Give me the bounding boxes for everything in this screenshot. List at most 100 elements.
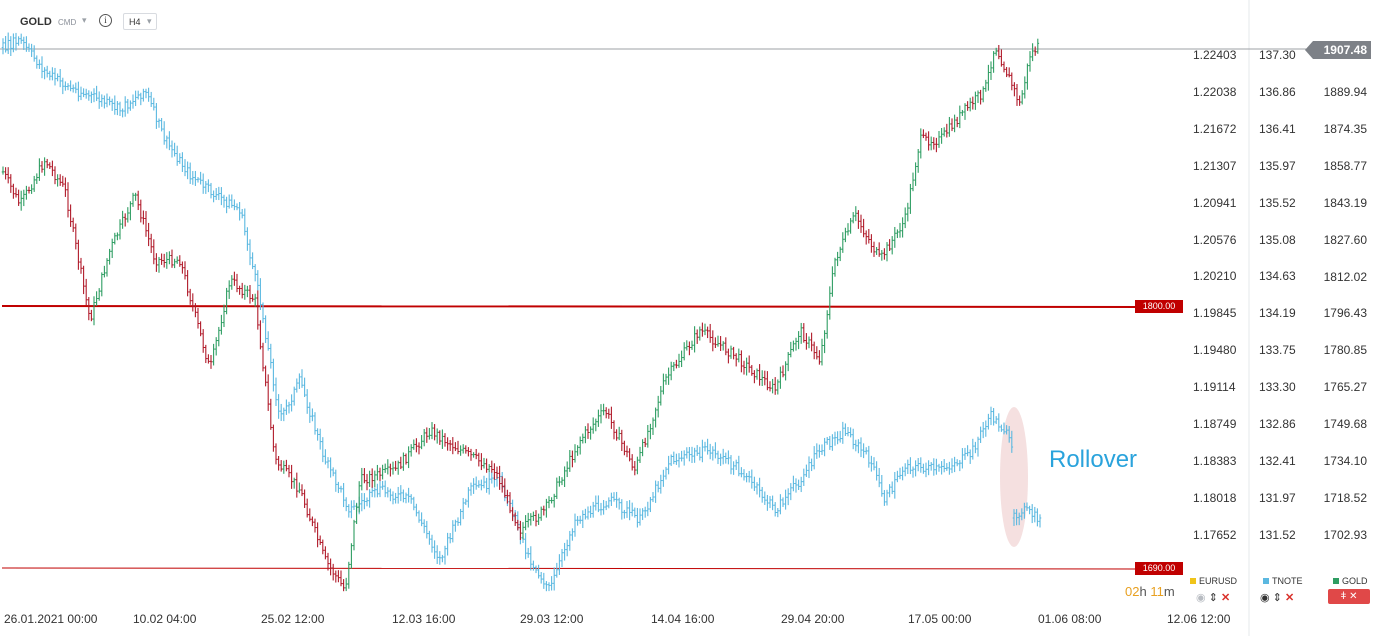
tnote-bar <box>849 427 852 438</box>
tnote-bar <box>539 571 543 584</box>
eurusd-tick-label: 1.20210 <box>1193 269 1237 284</box>
tnote-bar <box>784 489 787 510</box>
tnote-bar <box>77 81 80 102</box>
gold-candle <box>708 323 712 343</box>
eye-icon[interactable]: ◉ <box>1196 592 1206 604</box>
tnote-bar <box>365 497 369 507</box>
tnote-bar <box>1023 502 1026 519</box>
tnote-bar <box>638 508 642 526</box>
eye-icon[interactable]: ◉ <box>1260 592 1270 604</box>
eurusd-tick-label: 1.22403 <box>1193 48 1237 62</box>
gold-candle <box>961 109 964 116</box>
tnote-bar <box>698 446 702 461</box>
symbol-dropdown-icon[interactable]: ▾ <box>82 15 87 25</box>
gold-candle <box>199 321 202 337</box>
gold-candle <box>1010 72 1014 91</box>
tnote-bar <box>108 96 111 106</box>
reorder-icon[interactable]: ⇕ <box>1272 592 1282 604</box>
tnote-bar <box>415 503 418 517</box>
tnote-bar <box>430 534 434 553</box>
gold-tick-label: 1827.60 <box>1323 232 1367 247</box>
gold-candle <box>298 482 301 494</box>
tnote-bar <box>820 444 824 455</box>
info-icon[interactable]: i <box>99 14 112 27</box>
gold-candle <box>625 445 629 458</box>
tnote-bar <box>100 94 104 107</box>
gold-candle <box>888 239 891 251</box>
tnote-bar <box>277 394 280 419</box>
close-icon[interactable]: ✕ <box>1284 592 1295 604</box>
tnote-bar <box>823 437 826 457</box>
gold-candle <box>846 223 850 236</box>
close-icon[interactable]: ✕ <box>1220 592 1231 604</box>
tnote-bar <box>883 490 886 506</box>
tnote-bar <box>924 462 928 478</box>
eurusd-tick-label: 1.20576 <box>1193 232 1237 247</box>
legend-gold-controls[interactable]: ǂ ✕ <box>1328 589 1370 604</box>
reorder-icon[interactable]: ⇕ <box>1208 592 1218 604</box>
tnote-bar <box>745 473 748 483</box>
tnote-bar <box>602 500 605 515</box>
gold-candle <box>547 496 551 509</box>
gold-candle <box>407 446 410 469</box>
gold-candle <box>181 261 184 274</box>
close-icon[interactable]: ✕ <box>1349 591 1358 602</box>
tnote-bar <box>290 394 293 412</box>
gold-candle <box>246 285 249 298</box>
gold-candle <box>61 175 65 187</box>
eurusd-tick-label: 1.20941 <box>1193 195 1237 210</box>
tnote-bar <box>149 91 153 107</box>
tnote-bar <box>204 181 208 194</box>
level-tag-1690[interactable]: 1690.00 <box>1135 562 1183 575</box>
tnote-bar <box>667 455 670 475</box>
level-tag-1800[interactable]: 1800.00 <box>1135 300 1183 313</box>
gold-candle <box>285 459 288 472</box>
gold-candle <box>594 418 598 432</box>
tnote-bar <box>269 343 273 369</box>
tnote-bar <box>695 445 699 456</box>
tnote-bar <box>591 501 595 518</box>
gold-candle <box>724 337 728 356</box>
legend-gold[interactable]: GOLD <box>1333 576 1368 586</box>
gold-candle <box>563 466 566 488</box>
gold-candle <box>467 447 470 457</box>
gold-candle <box>201 329 205 353</box>
gold-candle <box>766 371 769 391</box>
gold-tick-label: 1718.52 <box>1323 490 1367 505</box>
tnote-bar <box>586 506 590 520</box>
gold-candle <box>721 341 725 351</box>
timeframe-select[interactable]: H4 ▾ <box>123 13 157 30</box>
gold-candle <box>399 456 403 470</box>
gold-candle <box>248 284 252 304</box>
gold-candle <box>134 192 137 201</box>
legend-eurusd[interactable]: EURUSD <box>1190 576 1237 586</box>
tnote-bar <box>316 428 319 441</box>
tnote-bar <box>701 439 704 463</box>
level-line-1690[interactable] <box>1 567 1181 570</box>
tnote-bar <box>1 38 5 55</box>
gold-candle <box>105 258 109 277</box>
tnote-bar <box>724 452 728 464</box>
gold-candle <box>586 423 590 439</box>
tnote-tick-label: 132.41 <box>1259 453 1296 468</box>
gold-candle <box>136 190 140 211</box>
tnote-bar <box>155 102 158 129</box>
gold-candle <box>703 323 707 336</box>
tnote-bar <box>118 101 122 117</box>
legend-tnote[interactable]: TNOTE <box>1263 576 1303 586</box>
gold-candle <box>383 463 387 473</box>
tnote-bar <box>196 177 200 183</box>
candle-style-icon[interactable]: ǂ <box>1340 591 1347 602</box>
gold-candle <box>303 489 306 508</box>
symbol-label[interactable]: GOLD <box>20 16 52 28</box>
gold-candle <box>142 210 145 225</box>
tnote-tick-label: 137.30 <box>1259 48 1296 62</box>
tnote-bar <box>173 142 176 157</box>
gold-candle <box>984 79 988 92</box>
level-line-1800[interactable] <box>1 305 1181 308</box>
tnote-bar <box>308 402 312 423</box>
tnote-bar <box>721 448 725 465</box>
gold-candle <box>212 343 215 366</box>
gold-candle <box>495 466 499 479</box>
